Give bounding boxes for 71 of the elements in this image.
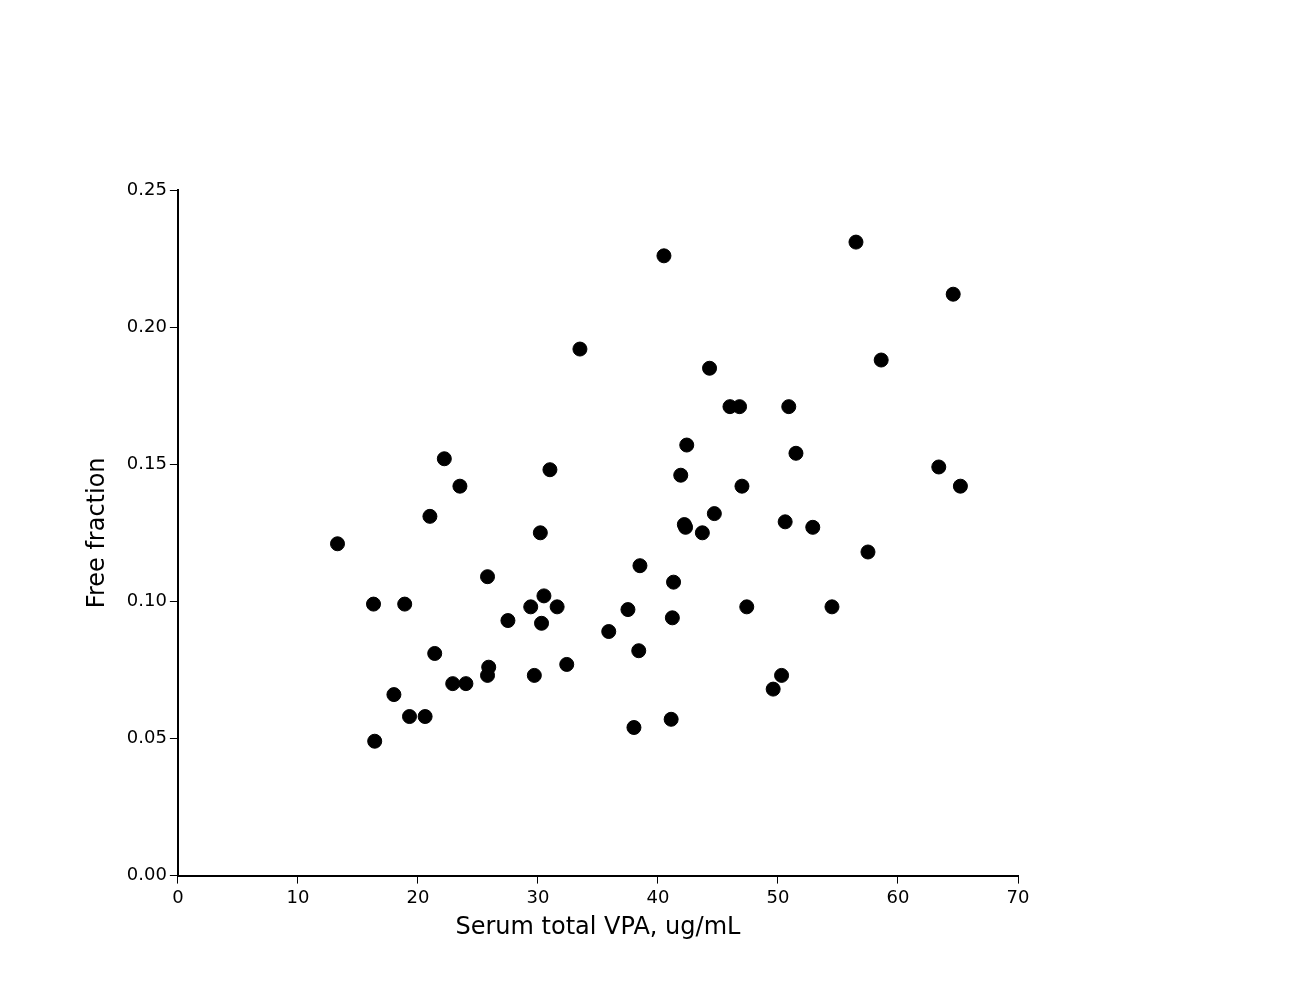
point <box>620 602 636 618</box>
point <box>559 656 575 672</box>
point <box>732 399 748 415</box>
x-tick-label: 10 <box>286 886 310 908</box>
point <box>632 558 648 574</box>
y-tick-label: 0.25 <box>126 177 167 199</box>
point <box>500 613 516 629</box>
point <box>860 544 876 560</box>
point <box>952 478 968 494</box>
x-tick-label: 60 <box>886 886 910 908</box>
y-tick-label: 0.15 <box>126 451 167 473</box>
point <box>666 574 682 590</box>
point <box>386 687 402 703</box>
y-tick-label: 0.05 <box>126 726 167 748</box>
point <box>664 610 680 626</box>
y-tick-label: 0.10 <box>126 589 167 611</box>
point <box>945 286 961 302</box>
point <box>734 478 750 494</box>
point <box>436 451 452 467</box>
point <box>777 514 793 530</box>
point <box>673 467 689 483</box>
point <box>445 676 461 692</box>
y-tick-label: 0.20 <box>126 314 167 336</box>
y-axis-title: Free fraction <box>81 457 110 609</box>
x-tick-label: 20 <box>406 886 430 908</box>
point <box>534 615 550 631</box>
point <box>739 599 755 615</box>
x-tick-label: 30 <box>526 886 550 908</box>
point <box>422 508 438 524</box>
point <box>523 599 539 615</box>
point <box>367 733 383 749</box>
point <box>601 624 617 640</box>
point <box>458 676 474 692</box>
point <box>824 599 840 615</box>
x-tick-label: 40 <box>646 886 670 908</box>
point <box>631 643 647 659</box>
point <box>572 341 588 357</box>
point <box>694 525 710 541</box>
point <box>481 659 497 675</box>
point <box>417 709 433 725</box>
point <box>402 709 418 725</box>
point <box>702 360 718 376</box>
point <box>526 667 542 683</box>
point <box>765 681 781 697</box>
x-axis-title: Serum total VPA, ug/mL <box>455 911 742 940</box>
point <box>397 596 413 612</box>
point <box>536 588 552 604</box>
point <box>480 569 496 585</box>
point <box>774 667 790 683</box>
point <box>549 599 565 615</box>
point <box>427 645 443 661</box>
point <box>656 248 672 264</box>
point <box>679 437 695 453</box>
x-tick-label: 0 <box>172 886 184 908</box>
point <box>626 720 642 736</box>
point <box>931 459 947 475</box>
point <box>663 711 679 727</box>
point <box>873 352 889 368</box>
point <box>532 525 548 541</box>
point <box>781 399 797 415</box>
x-tick-label: 70 <box>1006 886 1030 908</box>
point <box>452 478 468 494</box>
point <box>848 234 864 250</box>
point <box>542 462 558 478</box>
x-tick-label: 50 <box>766 886 790 908</box>
point <box>706 506 722 522</box>
point <box>788 445 804 461</box>
point <box>330 536 345 552</box>
point <box>366 596 382 612</box>
y-tick-label: 0.00 <box>126 863 167 885</box>
point <box>805 519 821 535</box>
